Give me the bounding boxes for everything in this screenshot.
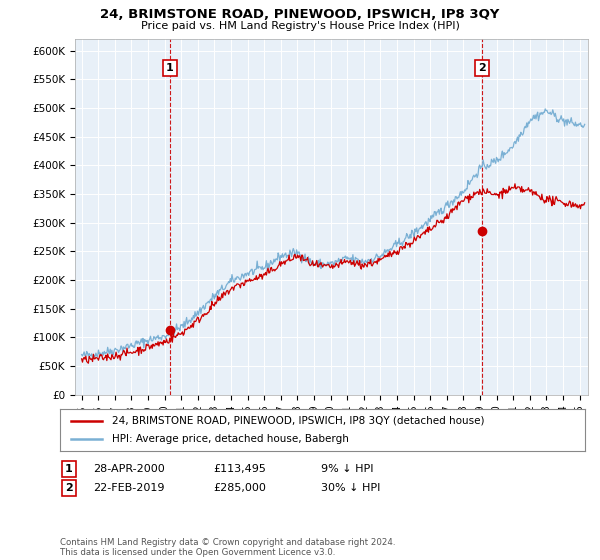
Text: 1: 1 <box>65 464 73 474</box>
Text: 2: 2 <box>65 483 73 493</box>
Text: £285,000: £285,000 <box>213 483 266 493</box>
Text: Price paid vs. HM Land Registry's House Price Index (HPI): Price paid vs. HM Land Registry's House … <box>140 21 460 31</box>
Text: 22-FEB-2019: 22-FEB-2019 <box>93 483 164 493</box>
Text: 28-APR-2000: 28-APR-2000 <box>93 464 165 474</box>
Text: HPI: Average price, detached house, Babergh: HPI: Average price, detached house, Babe… <box>113 434 349 444</box>
Text: 1: 1 <box>166 63 174 73</box>
Text: 9% ↓ HPI: 9% ↓ HPI <box>321 464 373 474</box>
Text: 24, BRIMSTONE ROAD, PINEWOOD, IPSWICH, IP8 3QY: 24, BRIMSTONE ROAD, PINEWOOD, IPSWICH, I… <box>100 8 500 21</box>
Text: 2: 2 <box>478 63 486 73</box>
Text: 24, BRIMSTONE ROAD, PINEWOOD, IPSWICH, IP8 3QY (detached house): 24, BRIMSTONE ROAD, PINEWOOD, IPSWICH, I… <box>113 416 485 426</box>
Text: £113,495: £113,495 <box>213 464 266 474</box>
Text: Contains HM Land Registry data © Crown copyright and database right 2024.
This d: Contains HM Land Registry data © Crown c… <box>60 538 395 557</box>
Text: 30% ↓ HPI: 30% ↓ HPI <box>321 483 380 493</box>
